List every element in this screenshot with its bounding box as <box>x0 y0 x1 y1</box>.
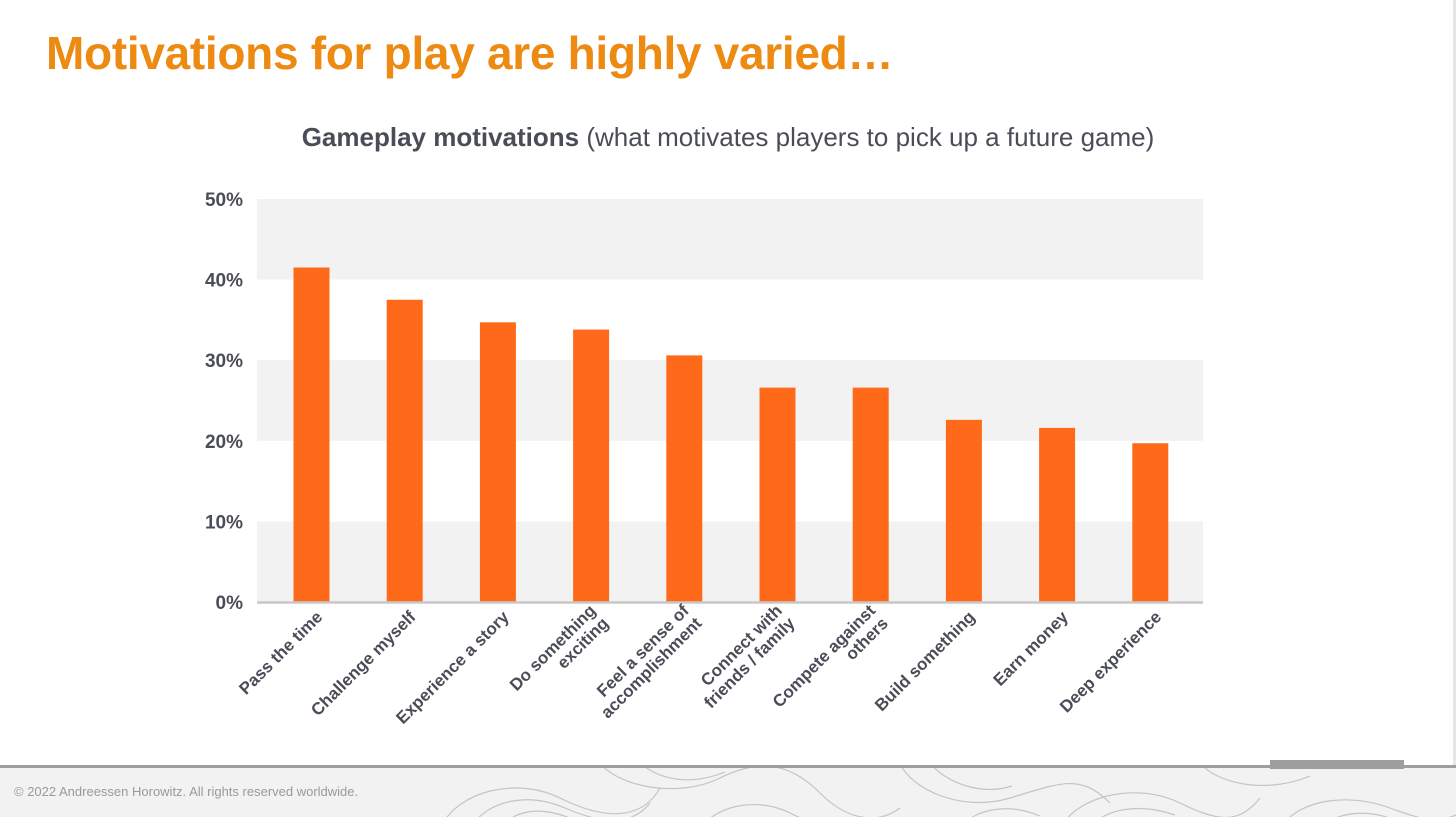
bar <box>386 299 423 602</box>
footer-band <box>0 765 1456 817</box>
bar-chart: 0%10%20%30%40%50%Pass the timeChallenge … <box>205 190 1203 728</box>
chart-title: Gameplay motivations (what motivates pla… <box>0 122 1456 153</box>
x-tick-label-line: Pass the time <box>235 607 326 698</box>
bar <box>573 329 610 602</box>
x-tick-label: Pass the time <box>235 607 326 698</box>
x-tick-label: Deep experience <box>1056 607 1165 716</box>
bar <box>293 267 330 602</box>
bar <box>945 419 982 602</box>
footer-tab <box>1270 760 1404 769</box>
x-tick-label-line: Earn money <box>990 607 1073 690</box>
y-tick-label: 0% <box>216 593 244 614</box>
y-tick-label: 30% <box>205 351 243 372</box>
x-tick-label: Earn money <box>990 607 1073 690</box>
y-tick-label: 20% <box>205 432 243 453</box>
right-edge-rule <box>1453 0 1456 817</box>
slide-title: Motivations for play are highly varied… <box>46 27 894 79</box>
bar <box>1039 427 1076 602</box>
bar <box>1132 443 1169 602</box>
bar <box>666 355 703 602</box>
chart-title-subtitle: (what motivates players to pick up a fut… <box>579 122 1155 152</box>
bar <box>479 322 516 602</box>
x-tick-label-line: Deep experience <box>1056 607 1165 716</box>
bar <box>759 387 796 602</box>
y-tick-label: 40% <box>205 271 243 292</box>
y-tick-label: 50% <box>205 190 243 211</box>
bar <box>852 387 889 602</box>
copyright-notice: © 2022 Andreessen Horowitz. All rights r… <box>14 784 359 799</box>
chart-title-bold: Gameplay motivations <box>301 122 580 152</box>
topographic-pattern <box>446 768 1456 817</box>
grid-band <box>257 199 1203 280</box>
y-tick-label: 10% <box>205 512 243 533</box>
